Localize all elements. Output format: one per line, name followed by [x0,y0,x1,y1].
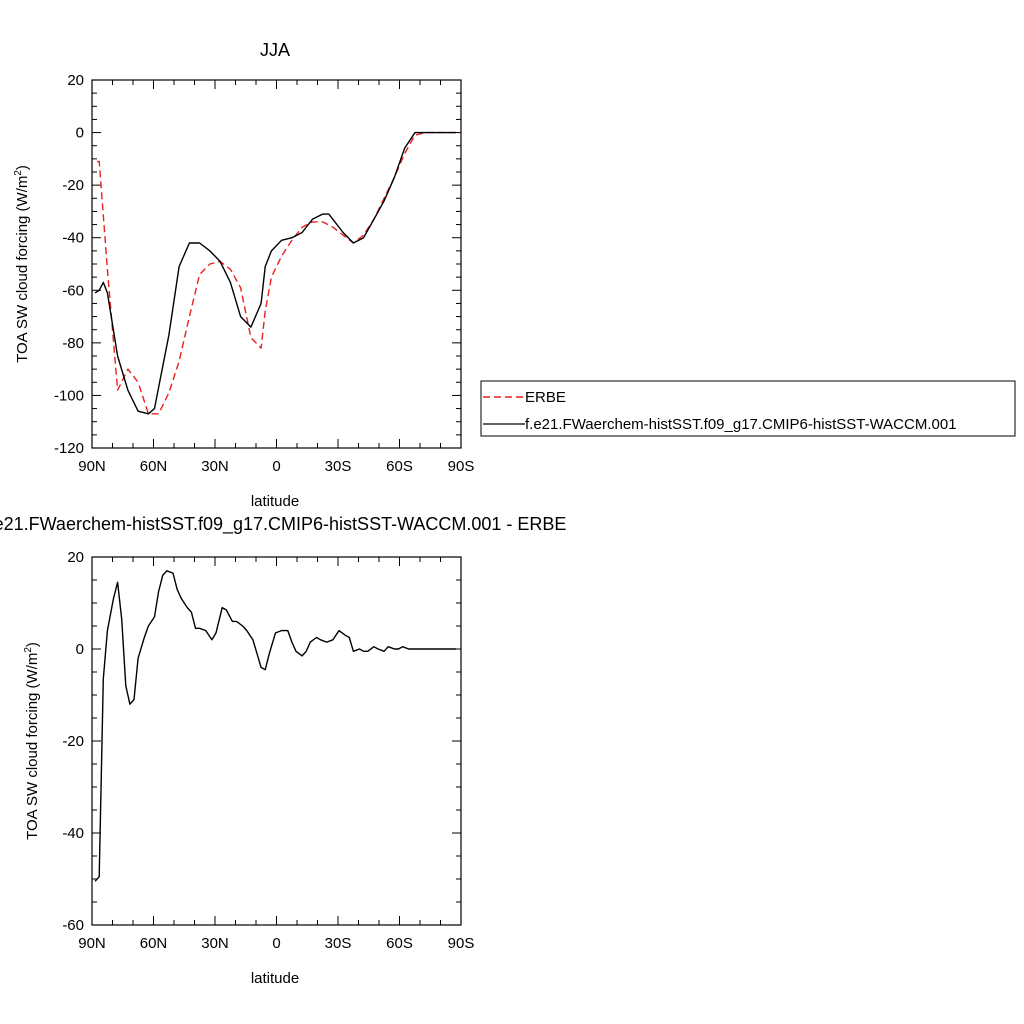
x-tick-label: 0 [272,935,280,952]
x-tick-label: 90N [78,935,106,952]
chart-top-ylabel: TOA SW cloud forcing (W/m2) [13,165,31,363]
plot-frame [91,556,462,926]
x-tick-label: 90S [448,458,475,475]
x-tick-label: 30S [325,935,352,952]
series-line-erbe [97,131,456,415]
legend-label-erbe: ERBE [525,389,566,406]
y-tick-label: -40 [62,230,84,247]
y-tick-label: -60 [62,282,84,299]
chart-bottom-series [94,570,456,882]
x-tick-label: 90N [78,458,106,475]
legend-label-model: f.e21.FWaerchem-histSST.f09_g17.CMIP6-hi… [525,416,957,433]
y-tick-label: 0 [76,641,84,658]
y-tick-label: -80 [62,335,84,352]
x-tick-label: 60S [386,935,413,952]
y-tick-label: 0 [76,125,84,142]
chart-top: JJA 90N 60N 30N 0 30S 60S 90S -120 -100 -80 -60 -40… [13,40,1016,510]
chart-top-title: JJA [260,40,290,60]
series-line-model [94,131,456,415]
chart-top-axes: 90N 60N 30N 0 30S 60S 90S -120 -100 -80 -60 -40 -20 0… [54,72,474,475]
chart-top-legend: ERBE f.e21.FWaerchem-histSST.f09_g17.CMI… [480,380,1016,437]
chart-top-xlabel: latitude [251,493,299,510]
x-tick-label: 30N [201,935,229,952]
x-tick-label: 0 [272,458,280,475]
plot-frame [91,79,462,449]
y-tick-label: -120 [54,440,84,457]
y-tick-label: 20 [67,549,84,566]
x-tick-label: 30N [201,458,229,475]
chart-bottom: f.e21.FWaerchem-histSST.f09_g17.CMIP6-hi… [0,514,566,987]
legend-box [480,380,1016,437]
y-tick-label: -20 [62,733,84,750]
y-tick-label: -100 [54,387,84,404]
x-tick-label: 60N [140,458,168,475]
y-tick-label: -60 [62,917,84,934]
y-tick-label: -40 [62,825,84,842]
chart-bottom-title: f.e21.FWaerchem-histSST.f09_g17.CMIP6-hi… [0,514,566,535]
chart-top-series [94,131,456,415]
chart-bottom-ylabel: TOA SW cloud forcing (W/m2) [23,642,41,840]
x-tick-label: 90S [448,935,475,952]
series-line-model [94,570,456,882]
y-tick-label: 20 [67,72,84,89]
chart-bottom-xlabel: latitude [251,970,299,987]
x-tick-label: 30S [325,458,352,475]
x-tick-label: 60N [140,935,168,952]
y-tick-label: -20 [62,177,84,194]
chart-bottom-axes: 90N 60N 30N 0 30S 60S 90S -60 -40 -20 0 20 [62,549,474,952]
x-tick-label: 60S [386,458,413,475]
